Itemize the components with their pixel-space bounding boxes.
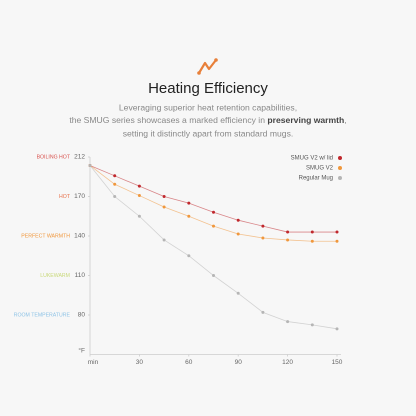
subtitle: setting it distinctly apart from standar… bbox=[123, 128, 294, 138]
data-point bbox=[236, 291, 240, 295]
x-tick-label: 90 bbox=[235, 359, 243, 366]
legend-marker bbox=[338, 176, 342, 180]
data-point bbox=[286, 238, 290, 242]
data-point bbox=[286, 320, 290, 324]
y-zone-label: PERFECT WARMTH bbox=[21, 233, 70, 239]
data-point bbox=[261, 310, 265, 314]
legend-label: Regular Mug bbox=[299, 176, 333, 182]
subtitle-text: , bbox=[344, 115, 346, 125]
y-zone-label: LUKEWARM bbox=[40, 273, 70, 279]
subtitle-text: the SMUG series showcases a marked effic… bbox=[69, 115, 267, 125]
y-tick-label: 212 bbox=[74, 154, 85, 161]
data-point bbox=[261, 224, 265, 228]
subtitle-bold: preserving warmth bbox=[267, 115, 344, 125]
icon-dot bbox=[197, 71, 201, 75]
icon-dot bbox=[214, 58, 218, 62]
data-point bbox=[162, 195, 166, 198]
data-point bbox=[162, 205, 166, 209]
y-zone-label: ROOM TEMPERATURE bbox=[14, 312, 71, 318]
y-tick-label: 140 bbox=[74, 233, 85, 240]
x-tick-label: 30 bbox=[136, 359, 144, 366]
data-point bbox=[212, 224, 215, 228]
data-point bbox=[212, 210, 215, 214]
y-zone-label: BOILING HOT bbox=[37, 154, 71, 160]
x-tick-label: 60 bbox=[185, 359, 193, 366]
data-point bbox=[335, 327, 339, 331]
legend-marker bbox=[338, 166, 342, 170]
y-axis-label: °F bbox=[78, 347, 85, 355]
y-tick-label: 110 bbox=[75, 272, 86, 279]
data-point bbox=[236, 232, 240, 236]
data-point bbox=[113, 195, 117, 198]
data-point bbox=[335, 239, 339, 243]
data-point bbox=[212, 274, 215, 277]
data-point bbox=[187, 254, 191, 258]
data-point bbox=[236, 218, 240, 222]
data-point bbox=[310, 323, 314, 327]
data-point bbox=[310, 239, 314, 243]
data-point bbox=[137, 194, 141, 198]
x-tick-label: 120 bbox=[282, 359, 293, 366]
y-zone-label: HOT bbox=[59, 194, 71, 200]
data-point bbox=[286, 230, 290, 234]
data-point bbox=[187, 214, 191, 218]
data-point bbox=[137, 214, 141, 218]
data-point bbox=[137, 184, 141, 188]
y-tick-label: 170 bbox=[74, 193, 85, 200]
legend-marker bbox=[338, 156, 342, 160]
data-point bbox=[310, 230, 314, 234]
data-point bbox=[88, 163, 92, 167]
data-point bbox=[335, 230, 339, 234]
data-point bbox=[113, 174, 117, 178]
subtitle: Leveraging superior heat retention capab… bbox=[119, 102, 297, 112]
data-point bbox=[261, 236, 265, 240]
icon bbox=[198, 59, 217, 74]
legend-label: SMUG V2 w/ lid bbox=[291, 156, 333, 162]
legend-label: SMUG V2 bbox=[306, 166, 334, 172]
title: Heating Efficiency bbox=[148, 80, 268, 97]
data-point bbox=[113, 182, 117, 186]
x-tick-label: min bbox=[88, 359, 99, 366]
data-point bbox=[187, 201, 191, 205]
data-point bbox=[162, 238, 166, 242]
y-tick-label: 80 bbox=[78, 312, 86, 319]
x-tick-label: 150 bbox=[332, 359, 343, 366]
subtitle: the SMUG series showcases a marked effic… bbox=[69, 115, 346, 125]
